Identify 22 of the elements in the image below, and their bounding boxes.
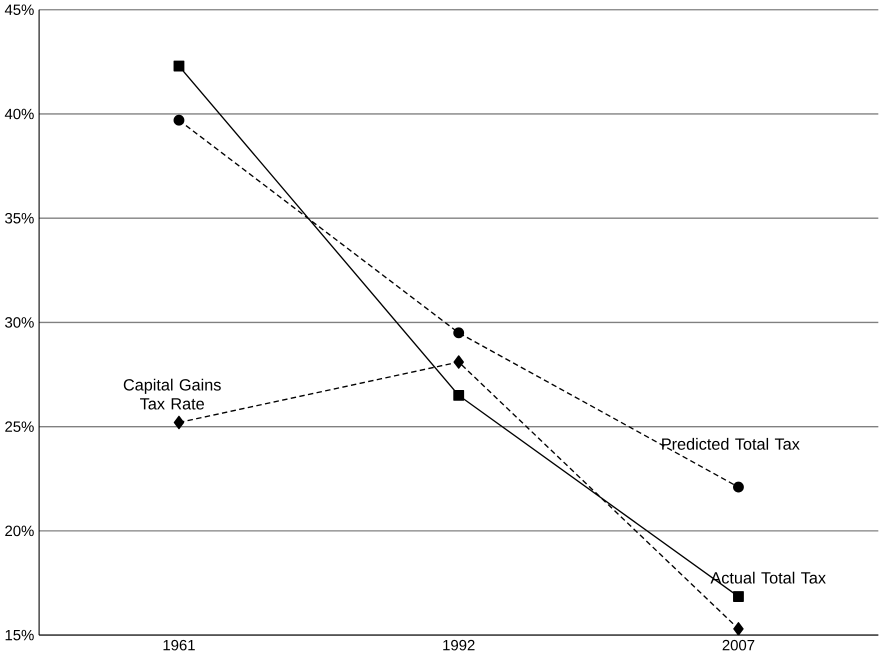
series-label: Capital Gains Tax Rate (124, 378, 221, 410)
y-tick-label: 35% (5, 212, 34, 224)
y-tick-label: 45% (4, 4, 34, 16)
point (453, 390, 464, 401)
point (174, 114, 184, 126)
series-label: Predicted Total Tax (662, 438, 800, 450)
y-tick-label: 30% (5, 317, 34, 328)
y-tick-label: 15% (6, 630, 34, 640)
y-tick-label: 25% (5, 421, 34, 432)
y-tick-label: 20% (5, 526, 34, 536)
point (453, 327, 464, 338)
point (453, 355, 464, 369)
point (733, 622, 744, 636)
x-tick-label: 1961 (164, 640, 195, 650)
point (733, 482, 744, 493)
x-tick-label: 1992 (443, 640, 475, 650)
point (174, 416, 184, 430)
point (174, 60, 184, 72)
x-tick-label: 2007 (722, 640, 754, 650)
series-label: Actual Total Tax (710, 572, 826, 584)
y-tick-label: 40% (4, 108, 34, 120)
point (733, 591, 744, 602)
